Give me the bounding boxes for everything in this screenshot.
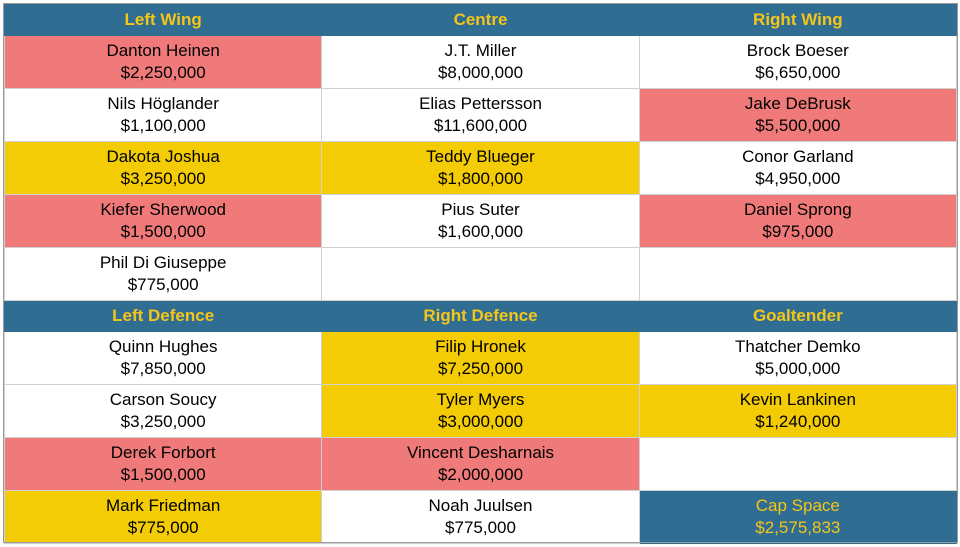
player-cell: Teddy Blueger $1,800,000 [321,141,640,195]
player-cell: Carson Soucy $3,250,000 [3,384,323,438]
table-row: Nils Höglander $1,100,000 Elias Pettersson… [3,88,958,142]
player-name: Elias Pettersson [419,94,542,113]
player-salary: $2,000,000 [437,465,524,484]
player-salary: $3,000,000 [437,412,524,431]
player-salary: $5,000,000 [755,359,841,378]
player-name: Kevin Lankinen [739,390,856,409]
player-name: Nils Höglander [107,94,219,113]
player-cell: Jake DeBrusk $5,500,000 [638,88,958,142]
table-row: Quinn Hughes $7,850,000 Filip Hronek $7,250… [3,331,958,385]
player-cell: Noah Juulsen $775,000 [321,490,640,544]
player-salary: $6,650,000 [755,63,841,82]
empty-cell [638,437,958,491]
player-cell: Tyler Myers $3,000,000 [321,384,640,438]
player-cell: Elias Pettersson $11,600,000 [321,88,640,142]
player-name: Jake DeBrusk [744,94,851,113]
player-cell: Daniel Sprong $975,000 [638,194,958,248]
player-cell: Kiefer Sherwood $1,500,000 [3,194,323,248]
player-salary: $11,600,000 [433,116,528,135]
player-salary: $975,000 [762,222,834,241]
player-salary: $5,500,000 [755,116,841,135]
cap-space-label: Cap Space [755,496,840,515]
player-salary: $3,250,000 [120,169,206,188]
player-cell: Thatcher Demko $5,000,000 [638,331,958,385]
player-salary: $3,250,000 [120,412,206,431]
player-salary: $1,100,000 [120,116,206,135]
player-cell: Pius Suter $1,600,000 [321,194,640,248]
player-name: Carson Soucy [109,390,217,409]
table-row: Kiefer Sherwood $1,500,000 Pius Suter $1,60… [3,194,958,248]
table-row: Danton Heinen $2,250,000 J.T. Miller $8,000… [3,35,958,89]
player-name: Daniel Sprong [743,200,852,219]
player-cell: Vincent Desharnais $2,000,000 [321,437,640,491]
empty-cell [321,247,640,301]
player-cell: Quinn Hughes $7,850,000 [3,331,323,385]
player-salary: $1,600,000 [437,222,524,241]
player-name: Conor Garland [742,147,854,166]
header-row: Left Defence Right Defence Goaltender [3,300,958,332]
player-cell: J.T. Miller $8,000,000 [321,35,640,89]
player-name: Pius Suter [441,200,520,219]
player-name: J.T. Miller [444,41,517,60]
player-name: Dakota Joshua [106,147,220,166]
player-name: Brock Boeser [746,41,849,60]
player-name: Quinn Hughes [108,337,218,356]
player-name: Thatcher Demko [734,337,861,356]
player-cell: Brock Boeser $6,650,000 [638,35,958,89]
position-header-right-defence: Right Defence [321,300,640,332]
player-cell: Danton Heinen $2,250,000 [3,35,323,89]
player-name: Mark Friedman [106,496,221,515]
player-name: Kiefer Sherwood [100,200,226,219]
table-row: Derek Forbort $1,500,000 Vincent Desharnai… [3,437,958,491]
roster-salary-table: Left Wing Centre Right Wing Danton Heinen $2… [3,4,958,544]
player-cell: Dakota Joshua $3,250,000 [3,141,323,195]
empty-cell [638,247,958,301]
player-cell: Mark Friedman $775,000 [3,490,323,544]
player-cell: Derek Forbort $1,500,000 [3,437,323,491]
player-name: Vincent Desharnais [406,443,555,462]
player-salary: $775,000 [127,275,199,294]
player-salary: $7,250,000 [437,359,524,378]
position-header-right-wing: Right Wing [638,4,958,36]
player-name: Tyler Myers [436,390,525,409]
player-name: Derek Forbort [110,443,216,462]
player-salary: $4,950,000 [755,169,841,188]
player-salary: $1,500,000 [120,465,206,484]
table-row: Carson Soucy $3,250,000 Tyler Myers $3,000,… [3,384,958,438]
player-salary: $775,000 [445,518,516,537]
table-row: Phil Di Giuseppe $775,000 [3,247,958,301]
player-cell: Kevin Lankinen $1,240,000 [638,384,958,438]
player-name: Teddy Blueger [426,147,535,166]
header-row: Left Wing Centre Right Wing [3,4,958,36]
player-name: Filip Hronek [435,337,526,356]
player-salary: $8,000,000 [437,63,524,82]
position-header-left-defence: Left Defence [3,300,323,332]
player-name: Danton Heinen [106,41,220,60]
player-salary: $7,850,000 [120,359,206,378]
player-name: Phil Di Giuseppe [99,253,227,272]
player-salary: $775,000 [127,518,199,537]
cap-space-cell: Cap Space $2,575,833 [638,490,958,544]
position-header-left-wing: Left Wing [3,4,323,36]
player-salary: $1,800,000 [437,169,524,188]
salary-grid: Left Wing Centre Right Wing Danton Heinen $2… [3,4,958,544]
player-cell: Filip Hronek $7,250,000 [321,331,640,385]
player-cell: Nils Höglander $1,100,000 [3,88,323,142]
player-salary: $1,240,000 [755,412,841,431]
cap-space-amount: $2,575,833 [755,518,841,537]
player-cell: Conor Garland $4,950,000 [638,141,958,195]
position-header-centre: Centre [321,4,640,36]
player-salary: $1,500,000 [120,222,206,241]
table-row: Dakota Joshua $3,250,000 Teddy Blueger $1,8… [3,141,958,195]
player-cell: Phil Di Giuseppe $775,000 [3,247,323,301]
player-name: Noah Juulsen [428,496,533,515]
table-row: Mark Friedman $775,000 Noah Juulsen $775,00… [3,490,958,544]
position-header-goaltender: Goaltender [638,300,958,332]
player-salary: $2,250,000 [120,63,206,82]
